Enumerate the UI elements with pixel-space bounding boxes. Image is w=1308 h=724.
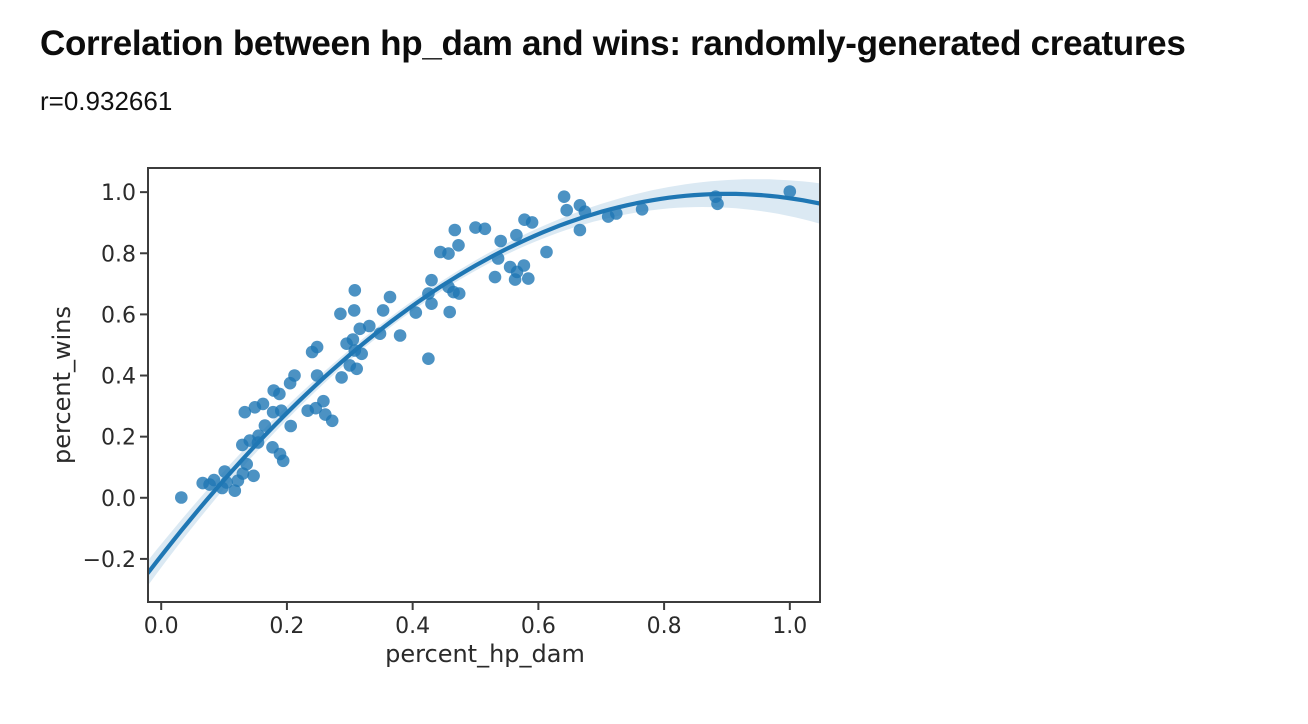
y-tick-label: 0.4 xyxy=(101,365,136,390)
scatter-points xyxy=(175,185,797,504)
data-point xyxy=(258,419,272,432)
data-point xyxy=(353,322,367,336)
data-point xyxy=(442,247,455,260)
data-point xyxy=(517,259,531,272)
y-axis-ticks: 1.0 0.8 0.6 0.4 0.2 0.0 −0.2 xyxy=(83,181,148,573)
data-point xyxy=(363,319,376,333)
data-point xyxy=(310,369,324,382)
data-point xyxy=(525,216,539,229)
data-point xyxy=(508,273,522,286)
data-point xyxy=(452,287,466,300)
data-point xyxy=(376,304,390,317)
data-point xyxy=(275,404,288,418)
data-point xyxy=(175,491,188,504)
data-point xyxy=(610,207,623,220)
data-point xyxy=(478,222,492,236)
data-point xyxy=(218,465,231,478)
data-point xyxy=(284,419,298,433)
data-point xyxy=(220,476,233,489)
data-point xyxy=(560,203,573,217)
data-point xyxy=(452,239,465,252)
data-point xyxy=(310,340,324,354)
data-point xyxy=(448,223,462,237)
x-tick-label: 0.2 xyxy=(269,614,304,639)
y-tick-label: 0.0 xyxy=(101,487,136,512)
x-tick-label: 0.8 xyxy=(647,614,682,639)
data-point xyxy=(240,457,253,471)
data-point xyxy=(317,394,330,408)
data-point xyxy=(238,405,252,419)
y-tick-label: 1.0 xyxy=(101,181,136,206)
data-point xyxy=(335,371,348,384)
data-point xyxy=(443,305,457,319)
data-point xyxy=(346,333,360,346)
y-tick-label: 0.2 xyxy=(101,426,136,451)
y-axis-label: percent_wins xyxy=(48,306,76,464)
chart-title: Correlation between hp_dam and wins: ran… xyxy=(40,24,1186,63)
data-point xyxy=(783,185,797,198)
y-tick-label: −0.2 xyxy=(83,548,136,573)
data-point xyxy=(422,287,435,300)
ci-band-area xyxy=(148,179,820,586)
data-point xyxy=(425,297,438,311)
data-point xyxy=(228,484,242,498)
data-point xyxy=(325,414,339,428)
regression-line xyxy=(148,191,820,575)
x-tick-label: 0.6 xyxy=(521,614,556,639)
data-point xyxy=(422,352,435,366)
data-point xyxy=(393,329,407,342)
x-tick-label: 0.4 xyxy=(395,614,430,639)
x-tick-label: 0.0 xyxy=(144,614,179,639)
data-point xyxy=(383,290,397,304)
data-point xyxy=(494,234,508,248)
x-axis-label: percent_hp_dam xyxy=(385,640,585,668)
data-point xyxy=(252,429,265,443)
data-point xyxy=(276,454,290,468)
data-point xyxy=(409,306,423,319)
data-point xyxy=(207,473,221,487)
x-tick-label: 1.0 xyxy=(772,614,807,639)
correlation-r-value: r=0.932661 xyxy=(40,86,173,116)
data-point xyxy=(355,347,369,361)
data-point xyxy=(348,284,362,297)
data-point xyxy=(573,223,587,237)
data-point xyxy=(273,387,286,401)
data-point xyxy=(247,469,260,483)
data-point xyxy=(540,245,553,259)
y-tick-label: 0.6 xyxy=(101,303,136,328)
data-point xyxy=(557,190,571,203)
data-point xyxy=(334,307,347,321)
data-point xyxy=(578,205,592,218)
data-point xyxy=(425,273,438,287)
data-point xyxy=(522,272,535,285)
data-point xyxy=(373,327,387,341)
data-point xyxy=(288,369,301,382)
x-axis-ticks: 0.0 0.2 0.4 0.6 0.8 1.0 xyxy=(144,602,807,639)
data-point xyxy=(350,362,364,376)
data-point xyxy=(488,270,502,284)
data-point xyxy=(256,397,270,411)
y-tick-label: 0.8 xyxy=(101,242,136,267)
plot-area-border xyxy=(147,167,821,603)
data-point xyxy=(510,228,523,242)
regression-curve xyxy=(148,191,820,575)
data-point xyxy=(635,203,649,216)
data-point xyxy=(469,221,482,234)
data-point xyxy=(711,197,724,211)
confidence-band xyxy=(148,179,820,586)
data-point xyxy=(491,252,505,265)
data-point xyxy=(347,304,361,317)
